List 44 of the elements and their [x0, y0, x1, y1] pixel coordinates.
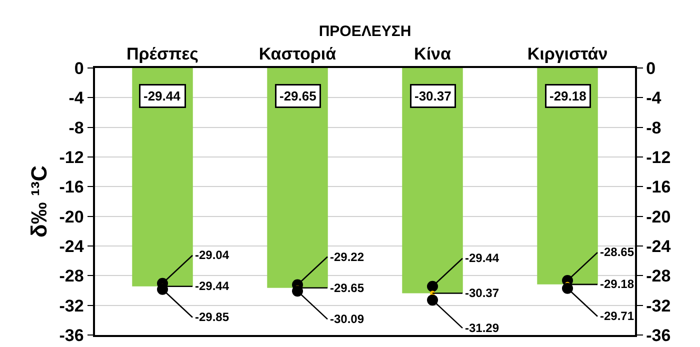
y-tick-label: -12 — [59, 148, 84, 167]
y2-tick-label: 0 — [646, 58, 656, 78]
y-tick-label: 0 — [74, 58, 84, 78]
y2-tick-label: -36 — [646, 326, 671, 345]
y-tick-label: -8 — [68, 118, 84, 138]
annotation: -29.18 — [550, 88, 586, 104]
x-axis-title: ΠΡΟΕΛΕΥΣΗ — [318, 23, 412, 40]
y-tick-label: -24 — [59, 236, 84, 256]
y2-tick-label: -4 — [646, 88, 662, 108]
y2-tick-label: -12 — [646, 148, 671, 167]
y2-tick-label: -8 — [646, 118, 662, 138]
y-tick-label: -16 — [59, 178, 84, 197]
data-label: -29.44 — [465, 251, 500, 265]
y-tick-label: -32 — [59, 296, 84, 316]
data-label: -29.22 — [330, 250, 364, 264]
data-label: -29.18 — [600, 277, 634, 291]
data-label: -30.37 — [465, 286, 500, 300]
y-tick-label: -36 — [59, 326, 84, 345]
annotation: -29.65 — [280, 88, 316, 104]
y2-tick-label: -16 — [646, 178, 671, 197]
y2-tick-label: -32 — [646, 296, 671, 316]
annotation: -29.44 — [144, 88, 182, 104]
y-tick-label: -28 — [59, 266, 84, 286]
y2-tick-label: -24 — [646, 236, 672, 256]
data-label: -28.65 — [600, 245, 634, 259]
data-label: -30.09 — [330, 312, 364, 326]
y-tick-label: -20 — [59, 207, 84, 226]
data-label: -29.85 — [195, 310, 230, 324]
y2-tick-label: -20 — [646, 207, 671, 226]
point — [427, 280, 438, 292]
data-label: -29.04 — [195, 248, 230, 262]
data-label: -31.29 — [465, 321, 500, 335]
y-tick-label: -4 — [68, 88, 84, 108]
data-label: -29.44 — [195, 279, 230, 293]
x-tick-label: Κιργιστάν — [527, 44, 608, 64]
y-axis-title: δ‰ ¹³C — [26, 165, 52, 238]
data-label: -29.71 — [600, 309, 634, 323]
x-tick-label: Πρέσπες — [126, 44, 199, 64]
x-tick-label: Καστοριά — [258, 44, 337, 64]
annotation: -30.37 — [414, 88, 452, 104]
y2-tick-label: -28 — [646, 266, 671, 286]
x-tick-label: Κίνα — [414, 44, 452, 64]
data-label: -29.65 — [330, 281, 364, 295]
point — [427, 294, 438, 306]
